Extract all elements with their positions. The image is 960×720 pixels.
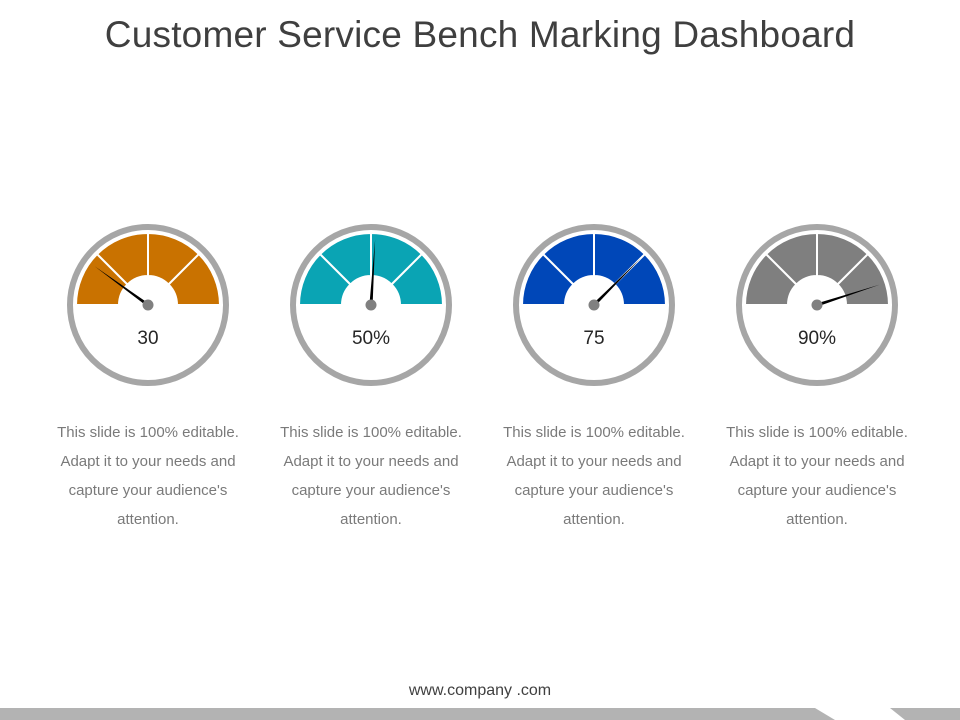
gauge-row: 30 This slide is 100% editable. Adapt it… (0, 220, 960, 540)
description-line: capture your audience's (737, 482, 897, 499)
gauge-hub (142, 299, 154, 311)
description-line: attention. (117, 511, 179, 528)
description-line: Adapt it to your needs and (729, 453, 905, 470)
gauge-dial (67, 224, 229, 386)
description-line: This slide is 100% editable. (280, 424, 462, 441)
description-line: attention. (340, 511, 402, 528)
gauge-card-3: 75 This slide is 100% editable. Adapt it… (481, 220, 701, 540)
gauge-needle (369, 239, 376, 306)
gauge-card-4: 90% This slide is 100% editable. Adapt i… (704, 220, 924, 540)
description-line: attention. (786, 511, 848, 528)
description-line: This slide is 100% editable. (503, 424, 685, 441)
description-line: This slide is 100% editable. (57, 424, 239, 441)
gauge-needle (592, 258, 641, 307)
gauge-needle (816, 284, 880, 307)
gauge-hub (365, 299, 377, 311)
footer-url: www.company .com (408, 682, 552, 699)
description-line: capture your audience's (514, 482, 674, 499)
gauge-card-2: 50% This slide is 100% editable. Adapt i… (258, 220, 478, 540)
description-line: Adapt it to your needs and (283, 453, 459, 470)
description-line: capture your audience's (68, 482, 228, 499)
gauge-value: 75 (583, 328, 605, 349)
gauge-description: This slide is 100% editable. Adapt it to… (704, 418, 930, 534)
gauge-value: 50% (351, 328, 391, 349)
description-line: attention. (563, 511, 625, 528)
gauge-value: 30 (137, 328, 159, 349)
gauge-card-1: 30 This slide is 100% editable. Adapt it… (35, 220, 255, 540)
gauge-description: This slide is 100% editable. Adapt it to… (35, 418, 261, 534)
footer-bar (0, 708, 960, 720)
description-line: Adapt it to your needs and (506, 453, 682, 470)
footer-bar-left (0, 708, 835, 720)
gauge-value: 90% (797, 328, 837, 349)
gauge-dial (513, 224, 675, 386)
gauge-description: This slide is 100% editable. Adapt it to… (258, 418, 484, 534)
footer-bar-right (890, 708, 960, 720)
description-line: capture your audience's (291, 482, 451, 499)
description-line: Adapt it to your needs and (60, 453, 236, 470)
gauge-dial (290, 224, 452, 386)
gauge-hub (811, 299, 823, 311)
gauge-description: This slide is 100% editable. Adapt it to… (481, 418, 707, 534)
gauge-dial (736, 224, 898, 386)
gauge-needle (94, 266, 149, 307)
page-title: Customer Service Bench Marking Dashboard (104, 14, 856, 55)
description-line: This slide is 100% editable. (726, 424, 908, 441)
gauge-hub (588, 299, 600, 311)
